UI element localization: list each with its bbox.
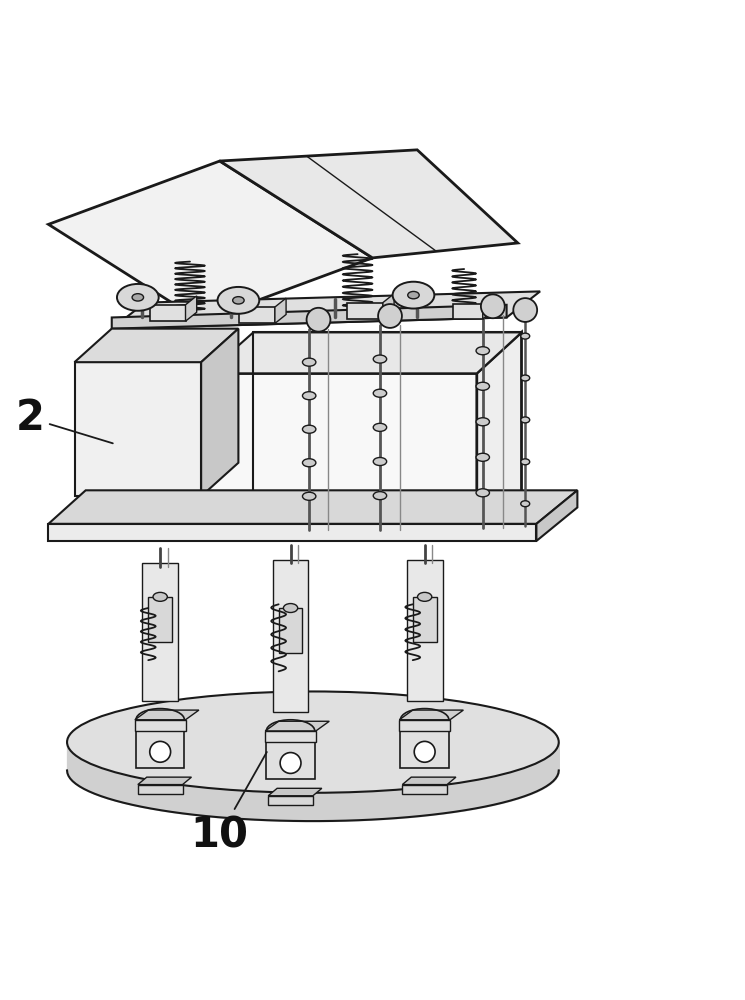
Circle shape [481,294,505,318]
Polygon shape [399,710,463,720]
Polygon shape [138,777,191,785]
Polygon shape [477,332,522,534]
Polygon shape [279,608,302,653]
Polygon shape [112,291,540,329]
Ellipse shape [373,423,387,431]
Ellipse shape [521,333,530,339]
Ellipse shape [373,457,387,466]
Circle shape [280,753,301,773]
Bar [239,307,275,323]
Polygon shape [207,332,522,373]
Polygon shape [401,720,448,768]
Ellipse shape [232,297,244,304]
Ellipse shape [476,418,489,426]
Ellipse shape [521,501,530,507]
Circle shape [378,304,402,328]
Polygon shape [186,296,197,321]
Ellipse shape [476,347,489,355]
Ellipse shape [373,355,387,363]
Polygon shape [399,720,450,731]
Polygon shape [74,362,201,496]
Polygon shape [383,294,394,319]
Ellipse shape [373,492,387,500]
Polygon shape [268,796,313,805]
Polygon shape [138,785,183,794]
Ellipse shape [476,382,489,390]
Ellipse shape [417,592,432,601]
Polygon shape [483,295,494,319]
Ellipse shape [218,287,259,314]
Polygon shape [265,721,329,731]
Ellipse shape [153,592,168,601]
Polygon shape [268,788,322,796]
Ellipse shape [67,691,559,793]
Circle shape [307,308,331,332]
Ellipse shape [302,392,316,400]
Bar [453,304,483,319]
Polygon shape [407,560,443,701]
Polygon shape [48,524,536,541]
Polygon shape [536,490,577,541]
Circle shape [150,741,171,762]
Text: 2: 2 [16,397,112,443]
Ellipse shape [117,284,159,311]
Polygon shape [48,490,577,524]
Polygon shape [74,329,238,362]
Polygon shape [201,329,238,496]
Ellipse shape [521,417,530,423]
Circle shape [513,298,537,322]
Ellipse shape [302,492,316,500]
Ellipse shape [132,294,144,301]
Circle shape [414,741,435,762]
Polygon shape [135,720,186,731]
Polygon shape [273,560,308,712]
Polygon shape [142,563,178,701]
Polygon shape [402,777,456,785]
Polygon shape [148,597,172,642]
Ellipse shape [476,489,489,497]
Polygon shape [275,298,286,323]
Bar [150,305,186,321]
Ellipse shape [302,425,316,433]
Polygon shape [135,710,199,720]
Ellipse shape [521,459,530,465]
Polygon shape [265,731,316,742]
Ellipse shape [408,291,419,299]
Ellipse shape [373,389,387,397]
Polygon shape [402,785,447,794]
Polygon shape [48,161,372,321]
Ellipse shape [521,375,530,381]
Polygon shape [207,373,477,534]
Ellipse shape [283,604,298,612]
Bar [347,303,383,319]
Ellipse shape [302,358,316,366]
Ellipse shape [476,453,489,461]
Ellipse shape [302,459,316,467]
Polygon shape [267,731,314,779]
Polygon shape [136,720,184,768]
Text: 10: 10 [191,752,267,856]
Polygon shape [413,597,437,642]
Polygon shape [220,150,518,258]
Polygon shape [112,305,507,329]
Ellipse shape [393,282,434,309]
